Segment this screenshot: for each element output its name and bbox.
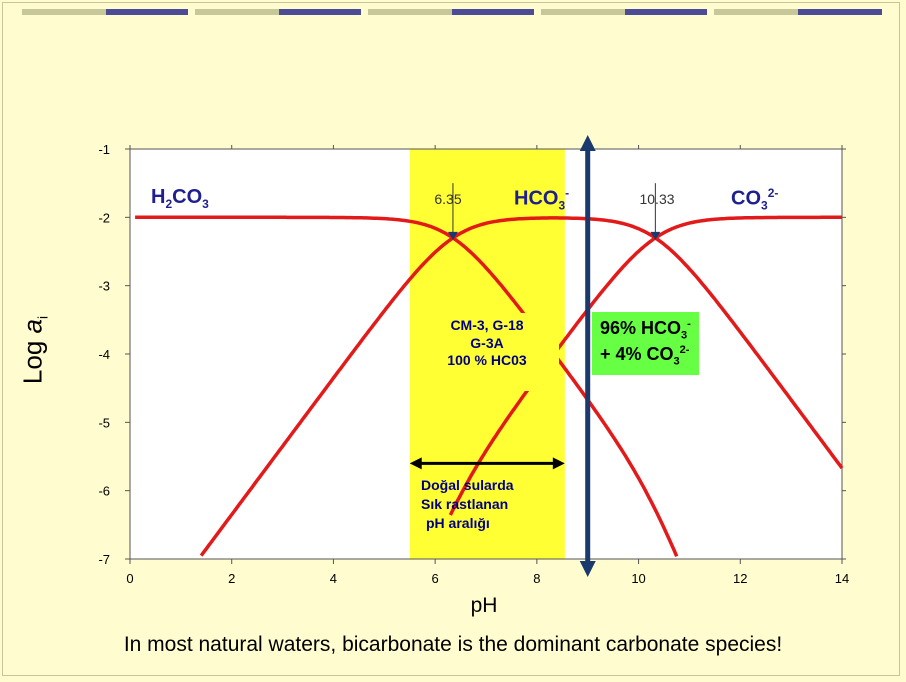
range-arrowhead-right <box>552 457 565 470</box>
x-tick-label: 4 <box>330 571 337 586</box>
x-tick-label: 2 <box>228 571 235 586</box>
header-deco-bar <box>22 9 106 15</box>
header-deco-bar <box>452 9 534 15</box>
pk2-marker <box>650 231 661 240</box>
pk1-label: 6.35 <box>434 191 462 207</box>
range-note-line: Sık rastlanan <box>421 495 509 512</box>
range-arrowhead-left <box>409 457 422 470</box>
sample-ids-line: G-3A <box>470 334 504 351</box>
slide-caption: In most natural waters, bicarbonate is t… <box>123 633 783 656</box>
x-tick-label: 8 <box>533 571 540 586</box>
x-tick-label: 0 <box>126 571 133 586</box>
header-deco-bar <box>798 9 882 15</box>
h2co3-label: H2CO3 <box>151 186 209 211</box>
hco3-label: HCO3- <box>514 186 570 213</box>
x-tick-label: 12 <box>733 571 747 586</box>
composition-line-co3: + 4% CO32- <box>600 344 690 368</box>
sample-ids-box: CM-3, G-18 G-3A 100 % HC03 <box>415 313 559 391</box>
y-tick-label: -3 <box>98 279 110 294</box>
y-tick-label: -7 <box>98 552 110 567</box>
header-deco-bar <box>279 9 361 15</box>
x-tick-label: 14 <box>835 571 849 586</box>
co3-curve <box>448 215 842 516</box>
range-note-line: pH aralığı <box>426 514 490 531</box>
x-axis-label: pH <box>470 594 498 617</box>
header-deco-bar <box>541 9 625 15</box>
header-deco-bar <box>106 9 188 15</box>
y-axis-label: Log ai <box>17 315 51 385</box>
y-tick-label: -1 <box>98 142 110 157</box>
range-note-line: Doğal sularda <box>421 477 514 493</box>
header-deco-bar <box>625 9 707 15</box>
y-tick-label: -6 <box>98 484 110 499</box>
hco3-curve <box>199 216 844 557</box>
co3-label: CO32- <box>731 186 779 213</box>
composition-line-hco3: 96% HCO3- <box>600 318 691 342</box>
y-tick-label: -4 <box>98 347 110 362</box>
y-tick-label: -5 <box>98 415 110 430</box>
y-tick-label: -2 <box>98 210 110 225</box>
composition-box: 96% HCO3- + 4% CO32- <box>592 312 699 375</box>
sample-ids-line: CM-3, G-18 <box>450 317 524 333</box>
ph-marker-arrowhead-top <box>579 135 596 151</box>
pk1-marker <box>447 231 458 240</box>
ph-marker-arrowhead-bottom <box>579 561 596 577</box>
header-deco-bar <box>195 9 279 15</box>
pk2-label: 10.33 <box>639 191 675 207</box>
natural-range-note: Doğal sularda Sık rastlanan pH aralığı <box>421 476 514 533</box>
header-deco-bar <box>368 9 452 15</box>
sample-ids-line: 100 % HC03 <box>447 352 527 368</box>
x-tick-label: 10 <box>631 571 645 586</box>
header-deco-bar <box>714 9 798 15</box>
slide-frame <box>2 2 900 676</box>
x-tick-label: 6 <box>432 571 439 586</box>
